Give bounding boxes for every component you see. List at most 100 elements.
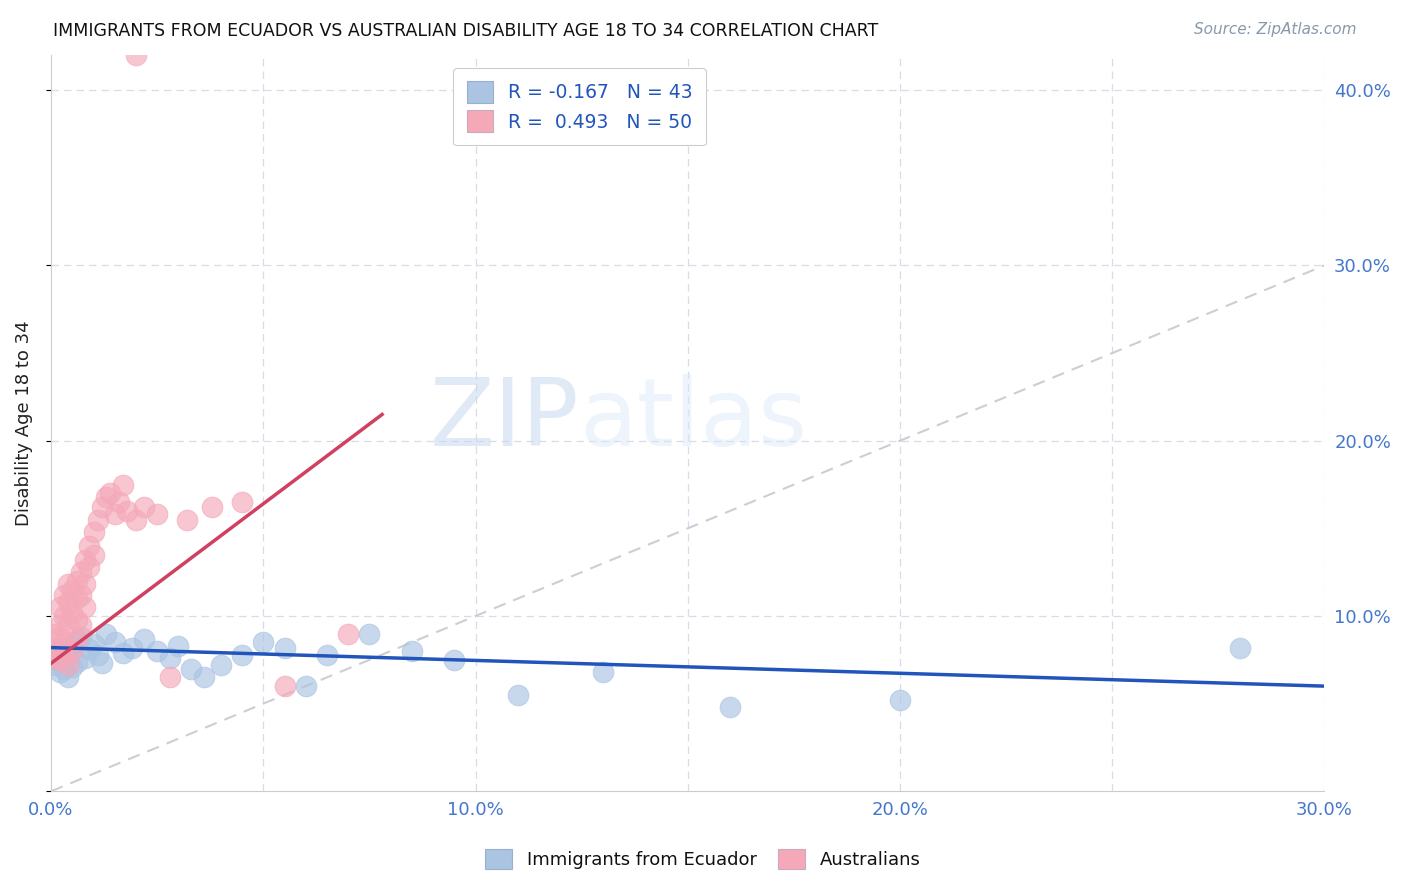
Point [180,662,202,676]
Point [56,595,79,609]
Point [443,653,465,667]
Point [52,649,75,664]
Y-axis label: Disability Age 18 to 34: Disability Age 18 to 34 [15,320,32,526]
Point [125,513,148,527]
Point [65,574,87,588]
Point [69,617,91,632]
Point [134,500,156,515]
Point [48,665,70,679]
Point [359,626,381,640]
Point [273,640,295,655]
Point [65,591,87,606]
Point [65,632,87,646]
Point [146,644,169,658]
Point [60,644,83,658]
Point [56,617,79,632]
Point [48,653,70,667]
Point [193,670,215,684]
Point [65,655,87,669]
Legend: R = -0.167   N = 43, R =  0.493   N = 50: R = -0.167 N = 43, R = 0.493 N = 50 [453,68,706,145]
Point [252,635,274,649]
Legend: Immigrants from Ecuador, Australians: Immigrants from Ecuador, Australians [477,839,929,879]
Point [73,577,96,591]
Point [167,639,190,653]
Point [718,700,741,714]
Point [231,648,253,662]
Point [1229,640,1251,655]
Point [65,613,87,627]
Point [91,500,114,515]
Point [60,660,83,674]
Point [273,679,295,693]
Point [104,635,127,649]
Point [52,609,75,624]
Point [117,504,139,518]
Point [48,644,70,658]
Point [44,653,66,667]
Point [125,48,148,62]
Point [52,648,75,662]
Point [83,548,105,562]
Point [134,632,156,646]
Point [506,688,529,702]
Point [52,635,75,649]
Point [56,658,79,673]
Point [104,508,127,522]
Point [294,679,316,693]
Point [56,577,79,591]
Point [316,648,339,662]
Point [121,640,143,655]
Text: ZIP: ZIP [430,374,579,466]
Point [69,630,91,644]
Point [48,630,70,644]
Point [889,693,911,707]
Point [56,670,79,684]
Point [96,626,118,640]
Point [48,600,70,615]
Point [69,565,91,579]
Text: IMMIGRANTS FROM ECUADOR VS AUSTRALIAN DISABILITY AGE 18 TO 34 CORRELATION CHART: IMMIGRANTS FROM ECUADOR VS AUSTRALIAN DI… [53,22,879,40]
Point [77,642,100,657]
Point [60,582,83,597]
Point [176,513,198,527]
Text: Source: ZipAtlas.com: Source: ZipAtlas.com [1194,22,1357,37]
Text: atlas: atlas [579,374,807,466]
Point [96,490,118,504]
Point [65,633,87,648]
Point [108,495,131,509]
Point [401,644,423,658]
Point [73,600,96,615]
Point [112,477,135,491]
Point [100,486,122,500]
Point [44,640,66,655]
Point [44,658,66,673]
Point [337,626,360,640]
Point [60,606,83,620]
Point [69,588,91,602]
Point [73,651,96,665]
Point [146,508,169,522]
Point [77,539,100,553]
Point [159,670,181,684]
Point [73,553,96,567]
Point [77,560,100,574]
Point [52,640,75,655]
Point [83,637,105,651]
Point [87,648,110,662]
Point [87,513,110,527]
Point [112,646,135,660]
Point [44,651,66,665]
Point [91,657,114,671]
Point [48,617,70,632]
Point [592,665,614,679]
Point [52,588,75,602]
Point [52,662,75,676]
Point [83,524,105,539]
Point [209,658,232,673]
Point [44,626,66,640]
Point [201,500,224,515]
Point [159,651,181,665]
Point [60,639,83,653]
Point [56,646,79,660]
Point [231,495,253,509]
